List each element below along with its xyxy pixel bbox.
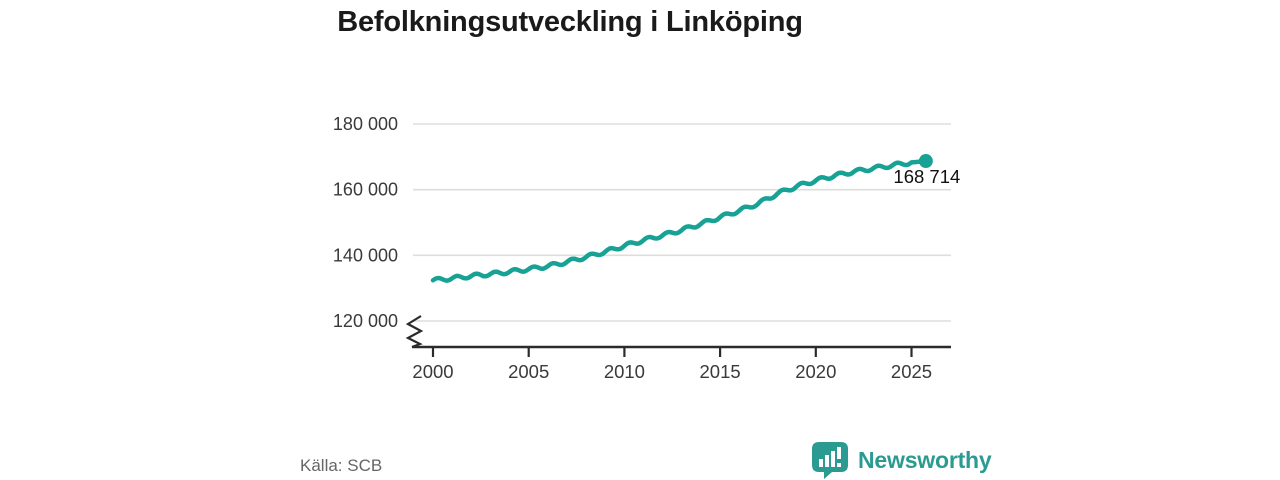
latest-value-label: 168 714: [893, 166, 960, 187]
y-tick-label: 140 000: [333, 245, 398, 265]
x-tick-label: 2020: [795, 361, 836, 382]
population-series-line: [430, 158, 929, 283]
x-tick-label: 2005: [508, 361, 549, 382]
x-tick-label: 2015: [700, 361, 741, 382]
newsworthy-icon: [812, 442, 848, 479]
latest-value-dot: [918, 154, 933, 169]
y-tick-label: 120 000: [333, 311, 398, 331]
source-note: Källa: SCB: [300, 456, 383, 475]
chart-title: Befolkningsutveckling i Linköping: [337, 6, 803, 38]
newsworthy-wordmark: Newsworthy: [858, 447, 992, 473]
y-tick-label: 180 000: [333, 114, 398, 134]
axis-break-mark: [405, 315, 424, 349]
y-tick-label: 160 000: [333, 180, 398, 200]
x-tick-label: 2000: [412, 361, 453, 382]
x-tick-label: 2025: [891, 361, 932, 382]
x-tick-label: 2010: [604, 361, 645, 382]
newsworthy-logo: Newsworthy: [812, 442, 992, 479]
